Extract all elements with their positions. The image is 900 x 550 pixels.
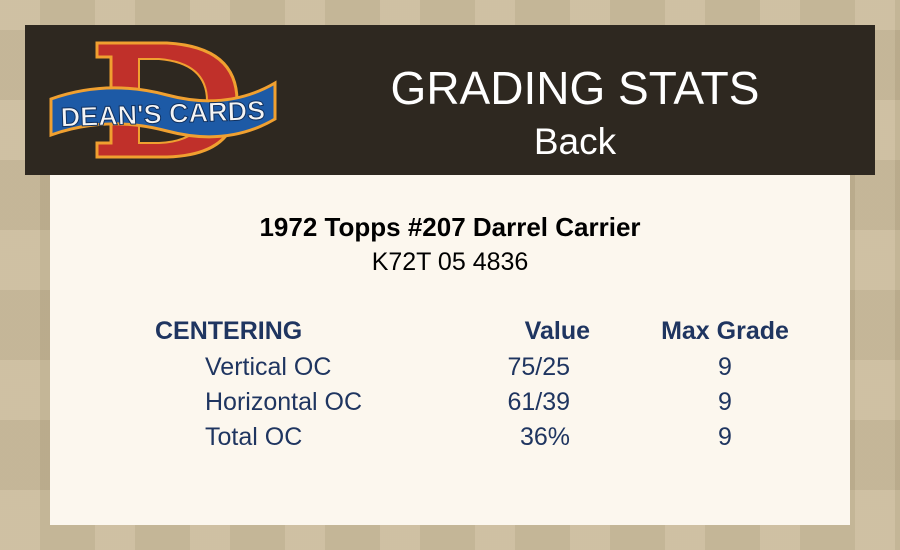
cert-number: K72T 05 4836 [371,248,529,276]
page-subtitle: Back [533,121,617,162]
row-max-grade: 9 [718,388,732,416]
header-banner: DEAN'S CARDS GRADING STATS Back [25,25,875,175]
row-label: Total OC [205,423,303,451]
row-value: 36% [519,423,570,451]
row-value: 61/39 [507,388,570,416]
header-max-grade: Max Grade [661,317,789,345]
card-name: 1972 Topps #207 Darrel Carrier [259,212,641,242]
deans-cards-logo: DEAN'S CARDS [49,41,277,159]
row-max-grade: 9 [718,353,732,381]
page-title: GRADING STATS [390,62,760,114]
stats-panel: 1972 Topps #207 Darrel Carrier K72T 05 4… [50,175,850,525]
row-label: Horizontal OC [205,388,362,416]
row-max-grade: 9 [718,423,732,451]
header-value: Value [524,317,590,345]
header-centering: CENTERING [155,317,303,345]
row-value: 75/25 [507,353,570,381]
row-label: Vertical OC [205,353,332,381]
